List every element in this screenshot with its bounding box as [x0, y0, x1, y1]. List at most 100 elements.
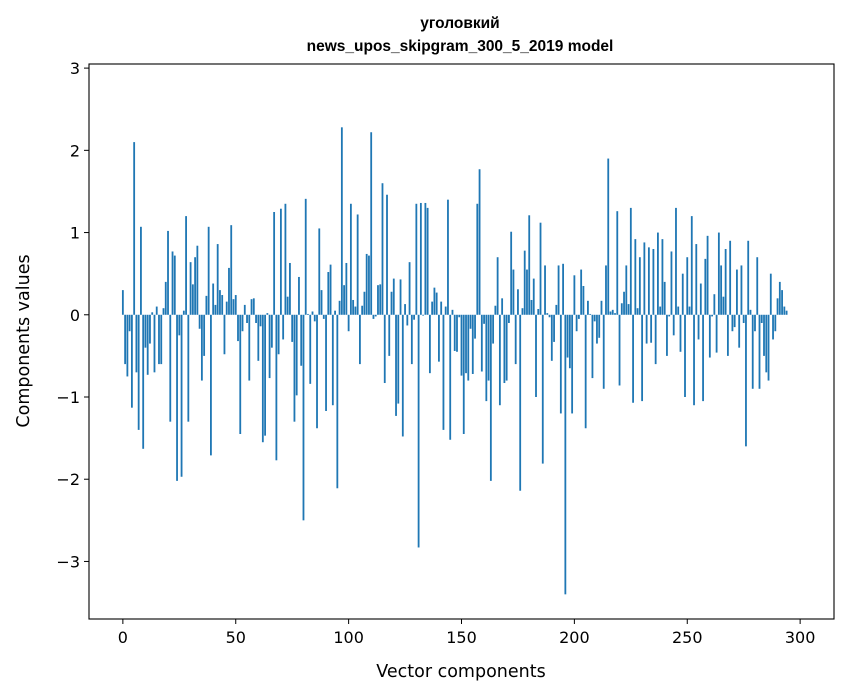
bar — [286, 296, 289, 315]
bar — [451, 309, 454, 315]
bar — [742, 314, 745, 323]
y-tick-label: −1 — [56, 388, 80, 407]
bar — [767, 314, 770, 381]
bar — [368, 255, 370, 315]
bar — [401, 314, 404, 437]
bar — [778, 281, 781, 315]
bar — [331, 314, 334, 406]
bar — [404, 304, 406, 315]
bar — [230, 225, 233, 315]
bar — [539, 222, 542, 315]
bar — [180, 314, 183, 477]
bar — [677, 306, 680, 315]
bar — [736, 269, 738, 315]
bar — [250, 299, 253, 315]
bar — [246, 314, 248, 323]
bar — [559, 314, 562, 414]
bar — [257, 314, 260, 361]
bar — [611, 309, 614, 315]
bar — [620, 303, 623, 315]
bar — [146, 314, 149, 375]
bar — [228, 267, 230, 315]
bar — [740, 265, 743, 315]
bar — [255, 314, 257, 323]
bar — [713, 294, 716, 315]
bar — [347, 314, 350, 332]
bar — [413, 314, 415, 320]
bar — [223, 314, 226, 355]
bar — [399, 279, 402, 315]
bar — [636, 308, 639, 315]
bar — [684, 314, 686, 397]
bar — [670, 251, 673, 315]
bar — [711, 314, 713, 317]
bar — [261, 314, 264, 443]
bar — [149, 314, 151, 344]
x-tick-label: 0 — [118, 628, 128, 647]
bar — [756, 257, 759, 315]
bar — [160, 314, 163, 365]
bar — [498, 314, 501, 406]
bar — [191, 284, 194, 315]
bar — [589, 313, 592, 315]
bar — [153, 314, 156, 373]
bar — [657, 232, 659, 315]
bar — [456, 314, 458, 352]
bar — [419, 202, 422, 315]
bar — [140, 226, 142, 315]
bar — [453, 314, 456, 351]
x-tick-label: 150 — [446, 628, 477, 647]
bar — [476, 203, 479, 315]
bar — [584, 314, 587, 429]
bar — [210, 314, 212, 456]
bar — [336, 314, 339, 489]
bar — [478, 169, 481, 315]
bar — [241, 314, 244, 332]
bar — [266, 313, 269, 315]
bar — [212, 283, 215, 315]
bar — [449, 314, 452, 440]
bar — [304, 198, 307, 315]
bar — [352, 299, 355, 315]
bar — [268, 314, 271, 379]
bar — [724, 249, 727, 315]
bar — [169, 314, 172, 422]
bar — [582, 286, 585, 315]
bar — [679, 314, 682, 352]
bar — [370, 132, 373, 315]
bar — [302, 314, 305, 521]
bar — [510, 231, 513, 315]
bar — [340, 127, 343, 315]
bars-group — [121, 127, 788, 595]
bar — [363, 291, 366, 315]
bar — [754, 314, 756, 332]
bar — [234, 295, 237, 315]
bar — [675, 207, 677, 315]
bar — [200, 314, 203, 381]
bar — [505, 314, 508, 381]
bar — [167, 230, 169, 315]
bar — [785, 310, 788, 315]
bar — [512, 269, 515, 315]
bar — [374, 314, 377, 317]
y-tick-label: 2 — [70, 141, 80, 160]
bar — [690, 216, 693, 315]
bar — [702, 314, 704, 402]
bar — [532, 278, 535, 315]
bar — [232, 299, 235, 315]
bar — [365, 253, 368, 315]
bar — [279, 208, 282, 315]
bar — [408, 262, 411, 315]
y-tick-label: 1 — [70, 224, 80, 243]
bar — [273, 212, 276, 315]
bar — [494, 305, 497, 315]
bar — [618, 314, 621, 386]
bar — [487, 314, 490, 381]
bar — [221, 295, 224, 315]
bar — [634, 239, 637, 315]
bar — [359, 314, 361, 365]
bar — [322, 314, 325, 319]
bar — [733, 314, 736, 328]
bar — [289, 262, 291, 315]
